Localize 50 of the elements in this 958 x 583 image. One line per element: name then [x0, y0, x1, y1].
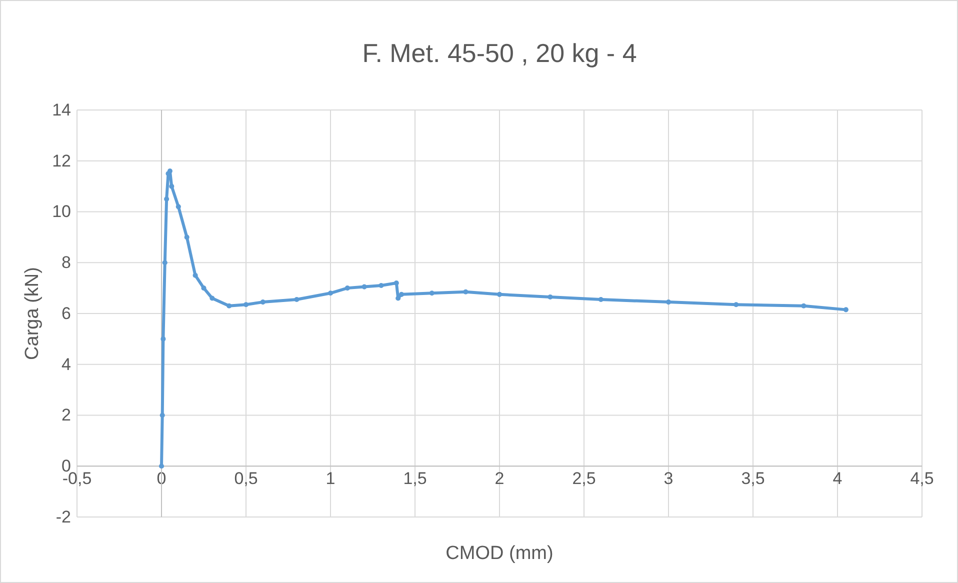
x-tick-label: 1	[326, 469, 336, 488]
point	[243, 302, 249, 308]
point	[548, 294, 553, 300]
point	[801, 303, 806, 308]
point	[666, 300, 672, 305]
y-axis-title: Carga (kN)	[22, 267, 43, 360]
x-tick-label: 2	[494, 469, 504, 488]
point	[396, 296, 401, 301]
point	[362, 284, 367, 290]
point	[184, 234, 190, 240]
point	[344, 286, 350, 291]
y-tick-label: 8	[62, 253, 71, 272]
point	[463, 289, 468, 294]
y-tick-label: 4	[62, 354, 71, 374]
point	[843, 307, 848, 312]
point	[734, 302, 739, 308]
point	[294, 296, 300, 302]
x-axis-title: CMOD (mm)	[446, 543, 554, 564]
point	[398, 292, 404, 297]
point	[210, 296, 215, 301]
point	[176, 204, 181, 210]
x-tick-label: 3	[664, 469, 674, 488]
x-tick-label: 1,5	[403, 469, 427, 488]
point	[162, 260, 168, 266]
point	[160, 336, 166, 342]
x-tick-label: 3,5	[741, 469, 765, 488]
point	[158, 464, 164, 469]
point	[429, 290, 434, 296]
y-tick-label: 12	[52, 151, 71, 170]
point	[496, 292, 502, 297]
x-tick-label: 2,5	[572, 469, 596, 488]
point	[160, 412, 165, 418]
y-tick-label: 10	[52, 202, 71, 222]
x-tick-label: 0,5	[234, 469, 258, 488]
chart-title: F. Met. 45-50 , 20 kg - 4	[362, 38, 637, 68]
point	[328, 290, 334, 296]
point	[201, 286, 206, 291]
x-tick-label: 4,5	[910, 469, 934, 488]
point	[378, 283, 384, 288]
point	[192, 272, 198, 278]
point	[169, 184, 174, 189]
point	[260, 300, 266, 305]
point	[226, 303, 232, 308]
y-tick-label: 6	[62, 304, 71, 323]
x-tick-label: 4	[832, 469, 842, 488]
y-tick-label: 2	[62, 406, 71, 425]
point	[394, 280, 399, 286]
y-tick-label: -2	[56, 507, 71, 526]
point	[598, 296, 604, 302]
y-tick-label: 14	[52, 100, 71, 120]
